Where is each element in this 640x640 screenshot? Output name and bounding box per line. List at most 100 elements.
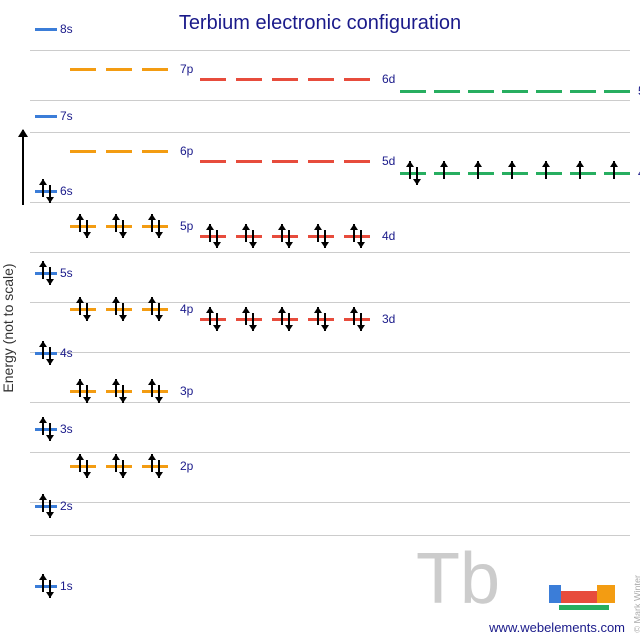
orbital-6d: [272, 78, 298, 81]
element-symbol: Tb: [416, 538, 500, 620]
orbital-7p: [106, 68, 132, 71]
orbital-5f: [400, 90, 426, 93]
orbital-7s: [35, 115, 57, 118]
electron-up: [42, 494, 44, 512]
grid-line: [30, 50, 630, 51]
orbital-5d: [272, 160, 298, 163]
electron-up: [579, 161, 581, 179]
electron-up: [281, 307, 283, 325]
orbital-5f: [434, 90, 460, 93]
orbital-3d: [200, 318, 226, 321]
orbital-label-7p: 7p: [180, 62, 193, 76]
orbital-6s: [35, 190, 57, 193]
electron-down: [49, 580, 51, 598]
orbital-5f: [604, 90, 630, 93]
credit-text: © Mark Winter: [633, 575, 640, 633]
orbital-2p: [142, 465, 168, 468]
electron-down: [122, 303, 124, 321]
orbital-8s: [35, 28, 57, 31]
orbital-5p: [70, 225, 96, 228]
orbital-4s: [35, 352, 57, 355]
orbital-6p: [142, 150, 168, 153]
electron-down: [49, 423, 51, 441]
orbital-4f: [468, 172, 494, 175]
orbital-4p: [106, 308, 132, 311]
electron-down: [216, 313, 218, 331]
electron-up: [42, 261, 44, 279]
electron-down: [86, 460, 88, 478]
y-axis-label: Energy (not to scale): [0, 263, 16, 392]
orbital-7p: [142, 68, 168, 71]
electron-up: [42, 179, 44, 197]
electron-down: [252, 230, 254, 248]
electron-down: [158, 220, 160, 238]
orbital-4f: [400, 172, 426, 175]
orbital-3d: [308, 318, 334, 321]
electron-up: [115, 379, 117, 397]
grid-line: [30, 132, 630, 133]
electron-down: [122, 385, 124, 403]
electron-up: [281, 224, 283, 242]
orbital-5d: [236, 160, 262, 163]
electron-up: [317, 307, 319, 325]
orbital-label-3s: 3s: [60, 422, 73, 436]
orbital-6d: [344, 78, 370, 81]
diagram-title: Terbium electronic configuration: [179, 12, 461, 35]
orbital-3d: [344, 318, 370, 321]
orbital-4d: [200, 235, 226, 238]
orbital-4d: [272, 235, 298, 238]
orbital-3p: [106, 390, 132, 393]
electron-down: [158, 385, 160, 403]
orbital-4f: [570, 172, 596, 175]
orbital-label-4p: 4p: [180, 302, 193, 316]
orbital-5p: [142, 225, 168, 228]
orbital-label-4s: 4s: [60, 346, 73, 360]
electron-up: [511, 161, 513, 179]
electron-up: [545, 161, 547, 179]
orbital-4f: [502, 172, 528, 175]
orbital-label-6s: 6s: [60, 184, 73, 198]
grid-line: [30, 502, 630, 503]
orbital-2s: [35, 505, 57, 508]
grid-line: [30, 352, 630, 353]
electron-down: [158, 460, 160, 478]
electron-down: [49, 500, 51, 518]
orbital-6p: [106, 150, 132, 153]
orbital-2p: [70, 465, 96, 468]
orbital-label-7s: 7s: [60, 109, 73, 123]
electron-down: [324, 313, 326, 331]
orbital-label-1s: 1s: [60, 579, 73, 593]
electron-up: [42, 341, 44, 359]
electron-up: [409, 161, 411, 179]
orbital-6d: [236, 78, 262, 81]
electron-up: [353, 307, 355, 325]
orbital-label-2s: 2s: [60, 499, 73, 513]
source-url: www.webelements.com: [489, 620, 625, 635]
electron-up: [115, 214, 117, 232]
orbital-label-5p: 5p: [180, 219, 193, 233]
orbital-1s: [35, 585, 57, 588]
electron-up: [443, 161, 445, 179]
orbital-4f: [604, 172, 630, 175]
electron-down: [86, 385, 88, 403]
orbital-7p: [70, 68, 96, 71]
orbital-3s: [35, 428, 57, 431]
electron-down: [324, 230, 326, 248]
grid-line: [30, 202, 630, 203]
orbital-5f: [502, 90, 528, 93]
orbital-label-6d: 6d: [382, 72, 395, 86]
electron-up: [151, 214, 153, 232]
orbital-4d: [236, 235, 262, 238]
electron-down: [252, 313, 254, 331]
electron-up: [79, 454, 81, 472]
electron-down: [416, 167, 418, 185]
electron-up: [79, 297, 81, 315]
electron-up: [317, 224, 319, 242]
orbital-label-4d: 4d: [382, 229, 395, 243]
orbital-6p: [70, 150, 96, 153]
electron-up: [477, 161, 479, 179]
electron-up: [245, 307, 247, 325]
grid-line: [30, 452, 630, 453]
orbital-4d: [308, 235, 334, 238]
orbital-5d: [200, 160, 226, 163]
